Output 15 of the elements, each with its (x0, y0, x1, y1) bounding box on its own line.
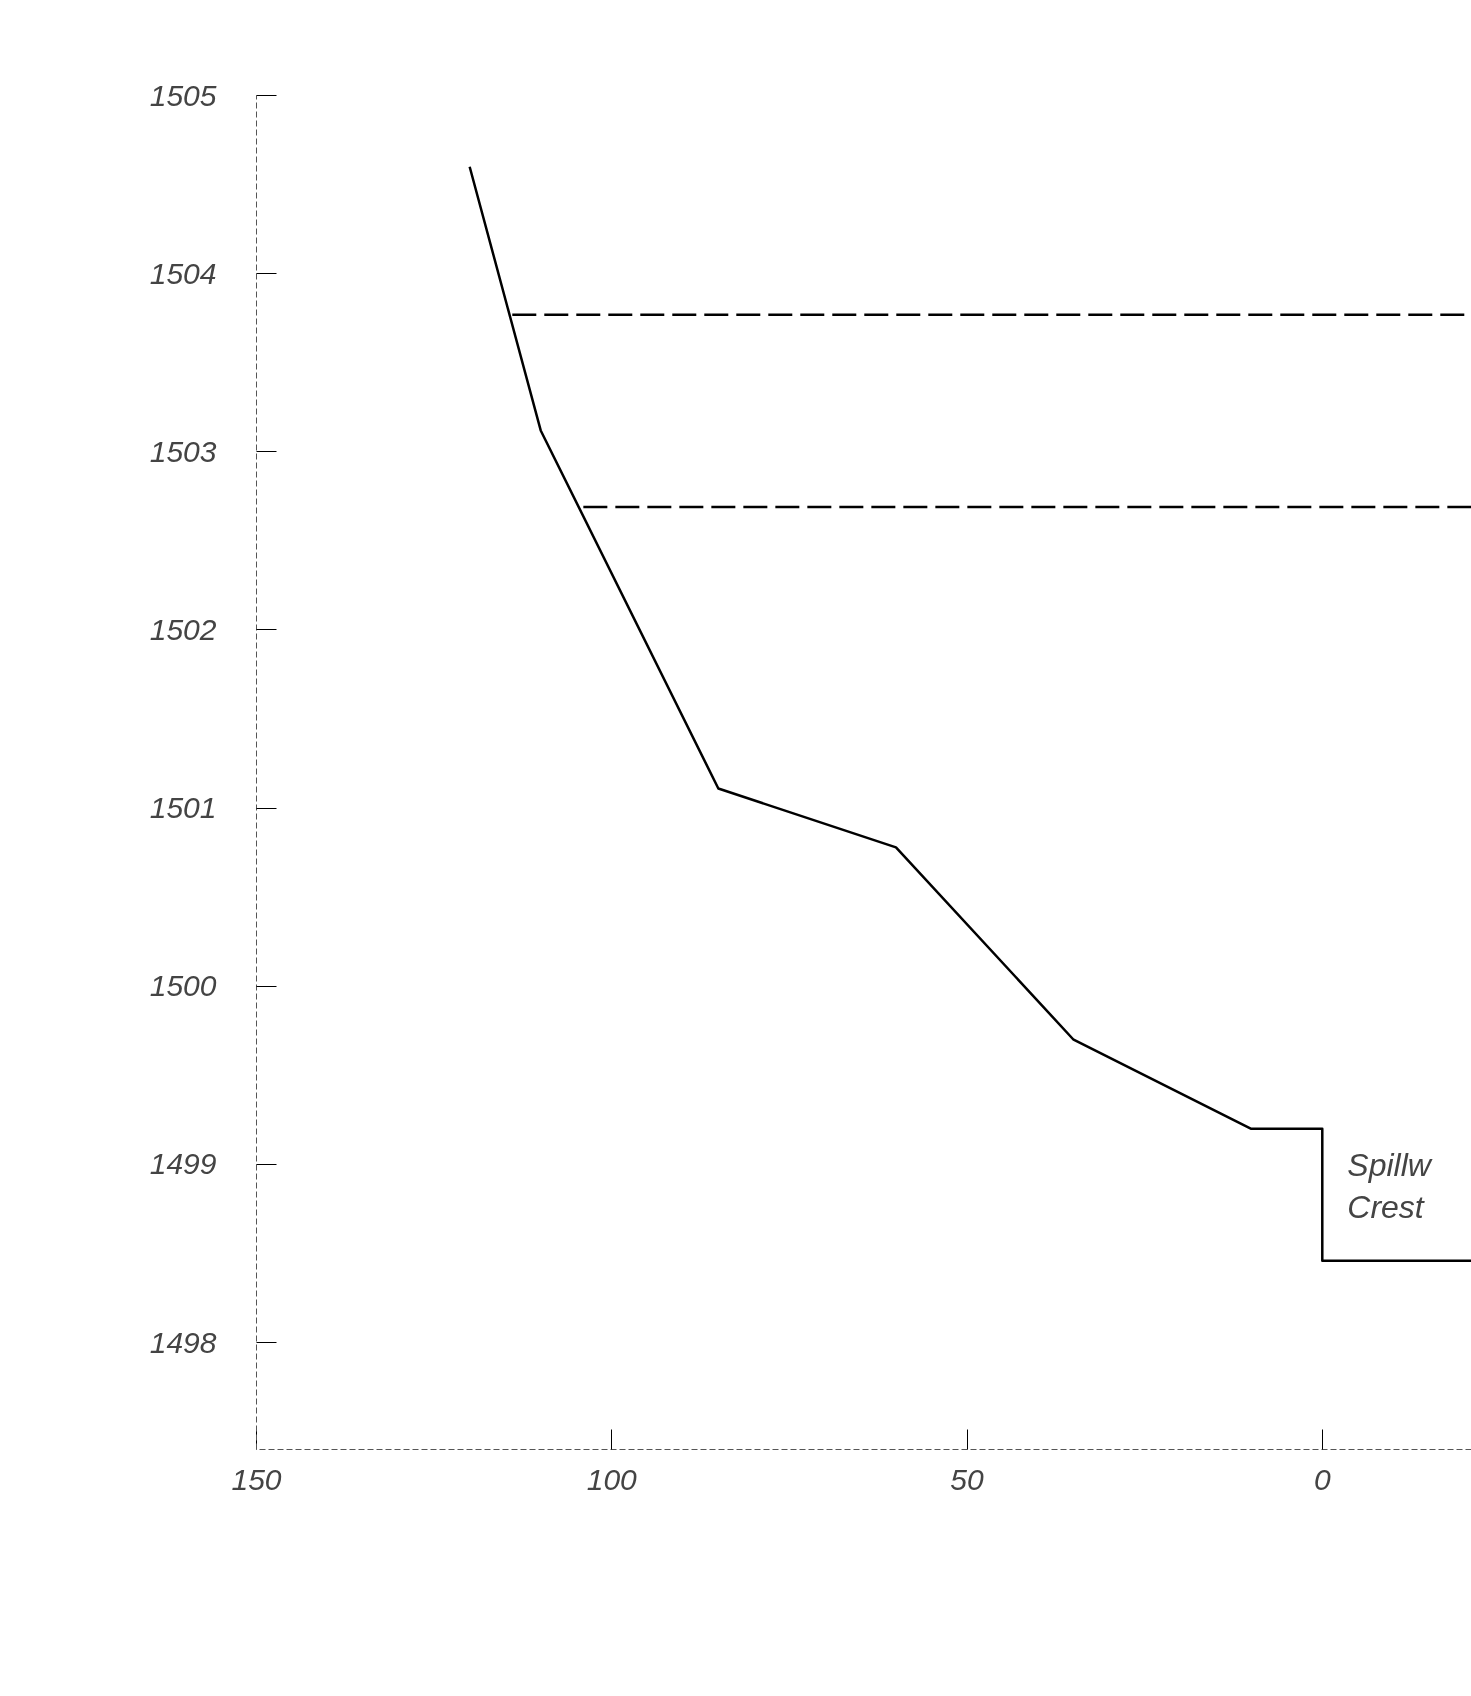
x-tick-label: 150 (231, 1462, 282, 1496)
y-tick-label: 1505 (149, 78, 217, 112)
y-tick-label: 1502 (149, 612, 217, 646)
x-tick-label: 50 (950, 1462, 985, 1496)
y-tick-label: 1504 (149, 256, 217, 290)
x-tick-label: 100 (586, 1462, 638, 1496)
y-tick-label: 1501 (149, 791, 217, 825)
x-tick-label: 0 (1313, 1462, 1331, 1496)
annotation: Crest (1347, 1188, 1425, 1225)
line-series (468, 165, 1471, 1262)
y-tick-label: 1503 (149, 434, 217, 468)
y-tick-label: 1499 (149, 1147, 217, 1181)
y-tick-label: 1500 (149, 969, 217, 1003)
annotation: Spillw (1347, 1146, 1433, 1183)
y-tick-label: 1498 (149, 1325, 217, 1359)
